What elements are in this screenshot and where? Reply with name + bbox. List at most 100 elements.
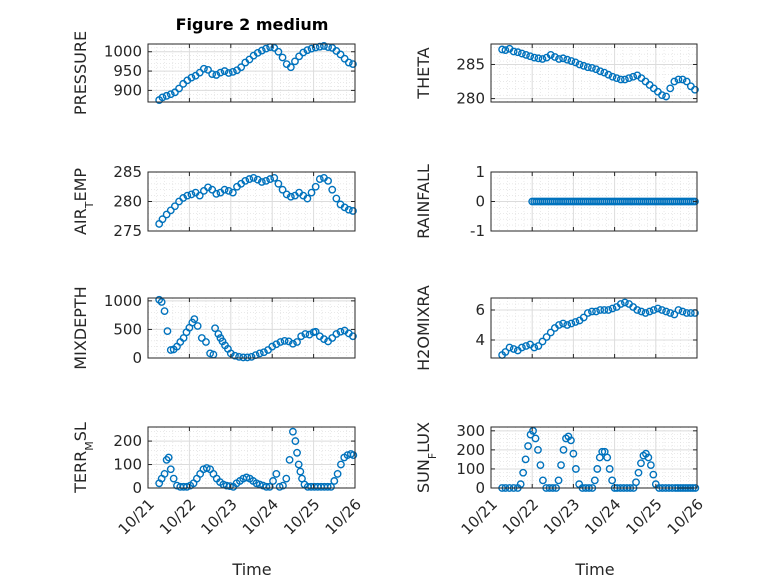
y-tick-label: 285	[113, 163, 142, 181]
y-tick-label: 280	[113, 193, 142, 211]
data-point	[559, 319, 567, 328]
axes-box	[147, 297, 356, 359]
data-point	[249, 173, 258, 182]
y-tick-label: 0	[475, 479, 485, 497]
data-point	[521, 455, 530, 464]
data-point	[498, 45, 507, 54]
data-point	[600, 68, 609, 77]
data-point	[637, 459, 645, 468]
data-point	[583, 63, 592, 72]
y-tick-label: 900	[113, 81, 142, 99]
data-point	[349, 451, 358, 460]
data-series	[498, 426, 700, 492]
data-point	[662, 92, 670, 101]
x-tick-label: 10/23	[197, 495, 240, 538]
data-point	[262, 176, 270, 185]
data-point	[265, 482, 274, 491]
data-point	[157, 298, 166, 306]
y-axis-label: THETA	[414, 47, 433, 99]
subplot-h2omixra: 4 6 H2OMIXRA	[414, 285, 699, 371]
data-point	[216, 68, 225, 77]
data-point	[294, 460, 303, 469]
data-point	[593, 465, 602, 473]
data-point	[649, 470, 658, 479]
data-point	[262, 44, 270, 53]
data-point	[204, 66, 212, 74]
subplot-mixdepth: 0 500 1000 MIXDEPTH	[71, 286, 357, 370]
data-point	[231, 351, 239, 360]
data-point	[596, 67, 605, 76]
data-series	[155, 295, 357, 362]
y-tick-label: 280	[456, 90, 485, 108]
data-point	[303, 46, 312, 55]
data-point	[604, 306, 613, 314]
data-point	[516, 480, 525, 489]
data-point	[285, 455, 294, 464]
data-point	[262, 482, 271, 491]
data-point	[588, 63, 596, 72]
data-point	[678, 307, 687, 316]
data-point	[163, 327, 172, 336]
data-point	[171, 88, 179, 97]
data-point	[237, 63, 246, 72]
data-point	[557, 461, 565, 470]
x-tick-label: 10/24	[581, 495, 624, 538]
data-point	[518, 49, 526, 58]
data-point	[662, 307, 670, 316]
data-point	[563, 55, 572, 64]
data-point	[280, 336, 289, 345]
data-point	[658, 91, 666, 100]
data-point	[592, 65, 600, 74]
data-point	[320, 335, 328, 344]
data-point	[555, 55, 563, 63]
x-axis-label-right: Time	[574, 560, 614, 579]
x-tick-label: 10/26	[322, 495, 365, 538]
data-point	[324, 176, 332, 185]
data-point	[678, 75, 687, 84]
data-point	[608, 72, 617, 81]
data-point	[187, 73, 196, 82]
data-point	[274, 179, 283, 188]
data-point	[228, 188, 237, 197]
data-point	[307, 44, 316, 53]
data-point	[336, 50, 345, 59]
data-point	[519, 468, 528, 477]
data-point	[575, 60, 584, 69]
data-point	[303, 194, 312, 203]
data-point	[195, 191, 204, 200]
data-point	[166, 346, 175, 354]
data-point	[691, 85, 699, 94]
axes-box	[147, 426, 356, 489]
y-axis-label: H2OMIXRA	[414, 285, 433, 371]
data-point	[629, 72, 638, 81]
data-point	[529, 426, 537, 435]
data-point	[278, 53, 287, 62]
data-point	[272, 340, 281, 349]
data-point	[625, 74, 633, 83]
data-series	[155, 427, 358, 491]
data-point	[634, 468, 643, 477]
data-point	[571, 465, 580, 473]
data-point	[311, 327, 320, 336]
subplot-theta: 280 285 THETA	[414, 43, 699, 108]
axes-box	[147, 43, 356, 103]
data-point	[224, 69, 233, 77]
data-point	[282, 474, 291, 483]
data-point	[299, 48, 308, 57]
data-point	[336, 327, 345, 336]
data-point	[286, 63, 295, 72]
data-point	[279, 481, 287, 490]
data-point	[195, 68, 204, 77]
axes-box	[490, 297, 698, 359]
data-point	[559, 445, 568, 454]
data-point	[328, 185, 337, 194]
data-point	[228, 67, 237, 76]
data-point	[239, 353, 248, 362]
data-point	[670, 77, 679, 86]
data-point	[286, 192, 295, 201]
data-point	[349, 60, 357, 69]
y-tick-label: -1	[470, 222, 485, 240]
data-point	[337, 460, 345, 469]
data-point	[608, 476, 617, 485]
